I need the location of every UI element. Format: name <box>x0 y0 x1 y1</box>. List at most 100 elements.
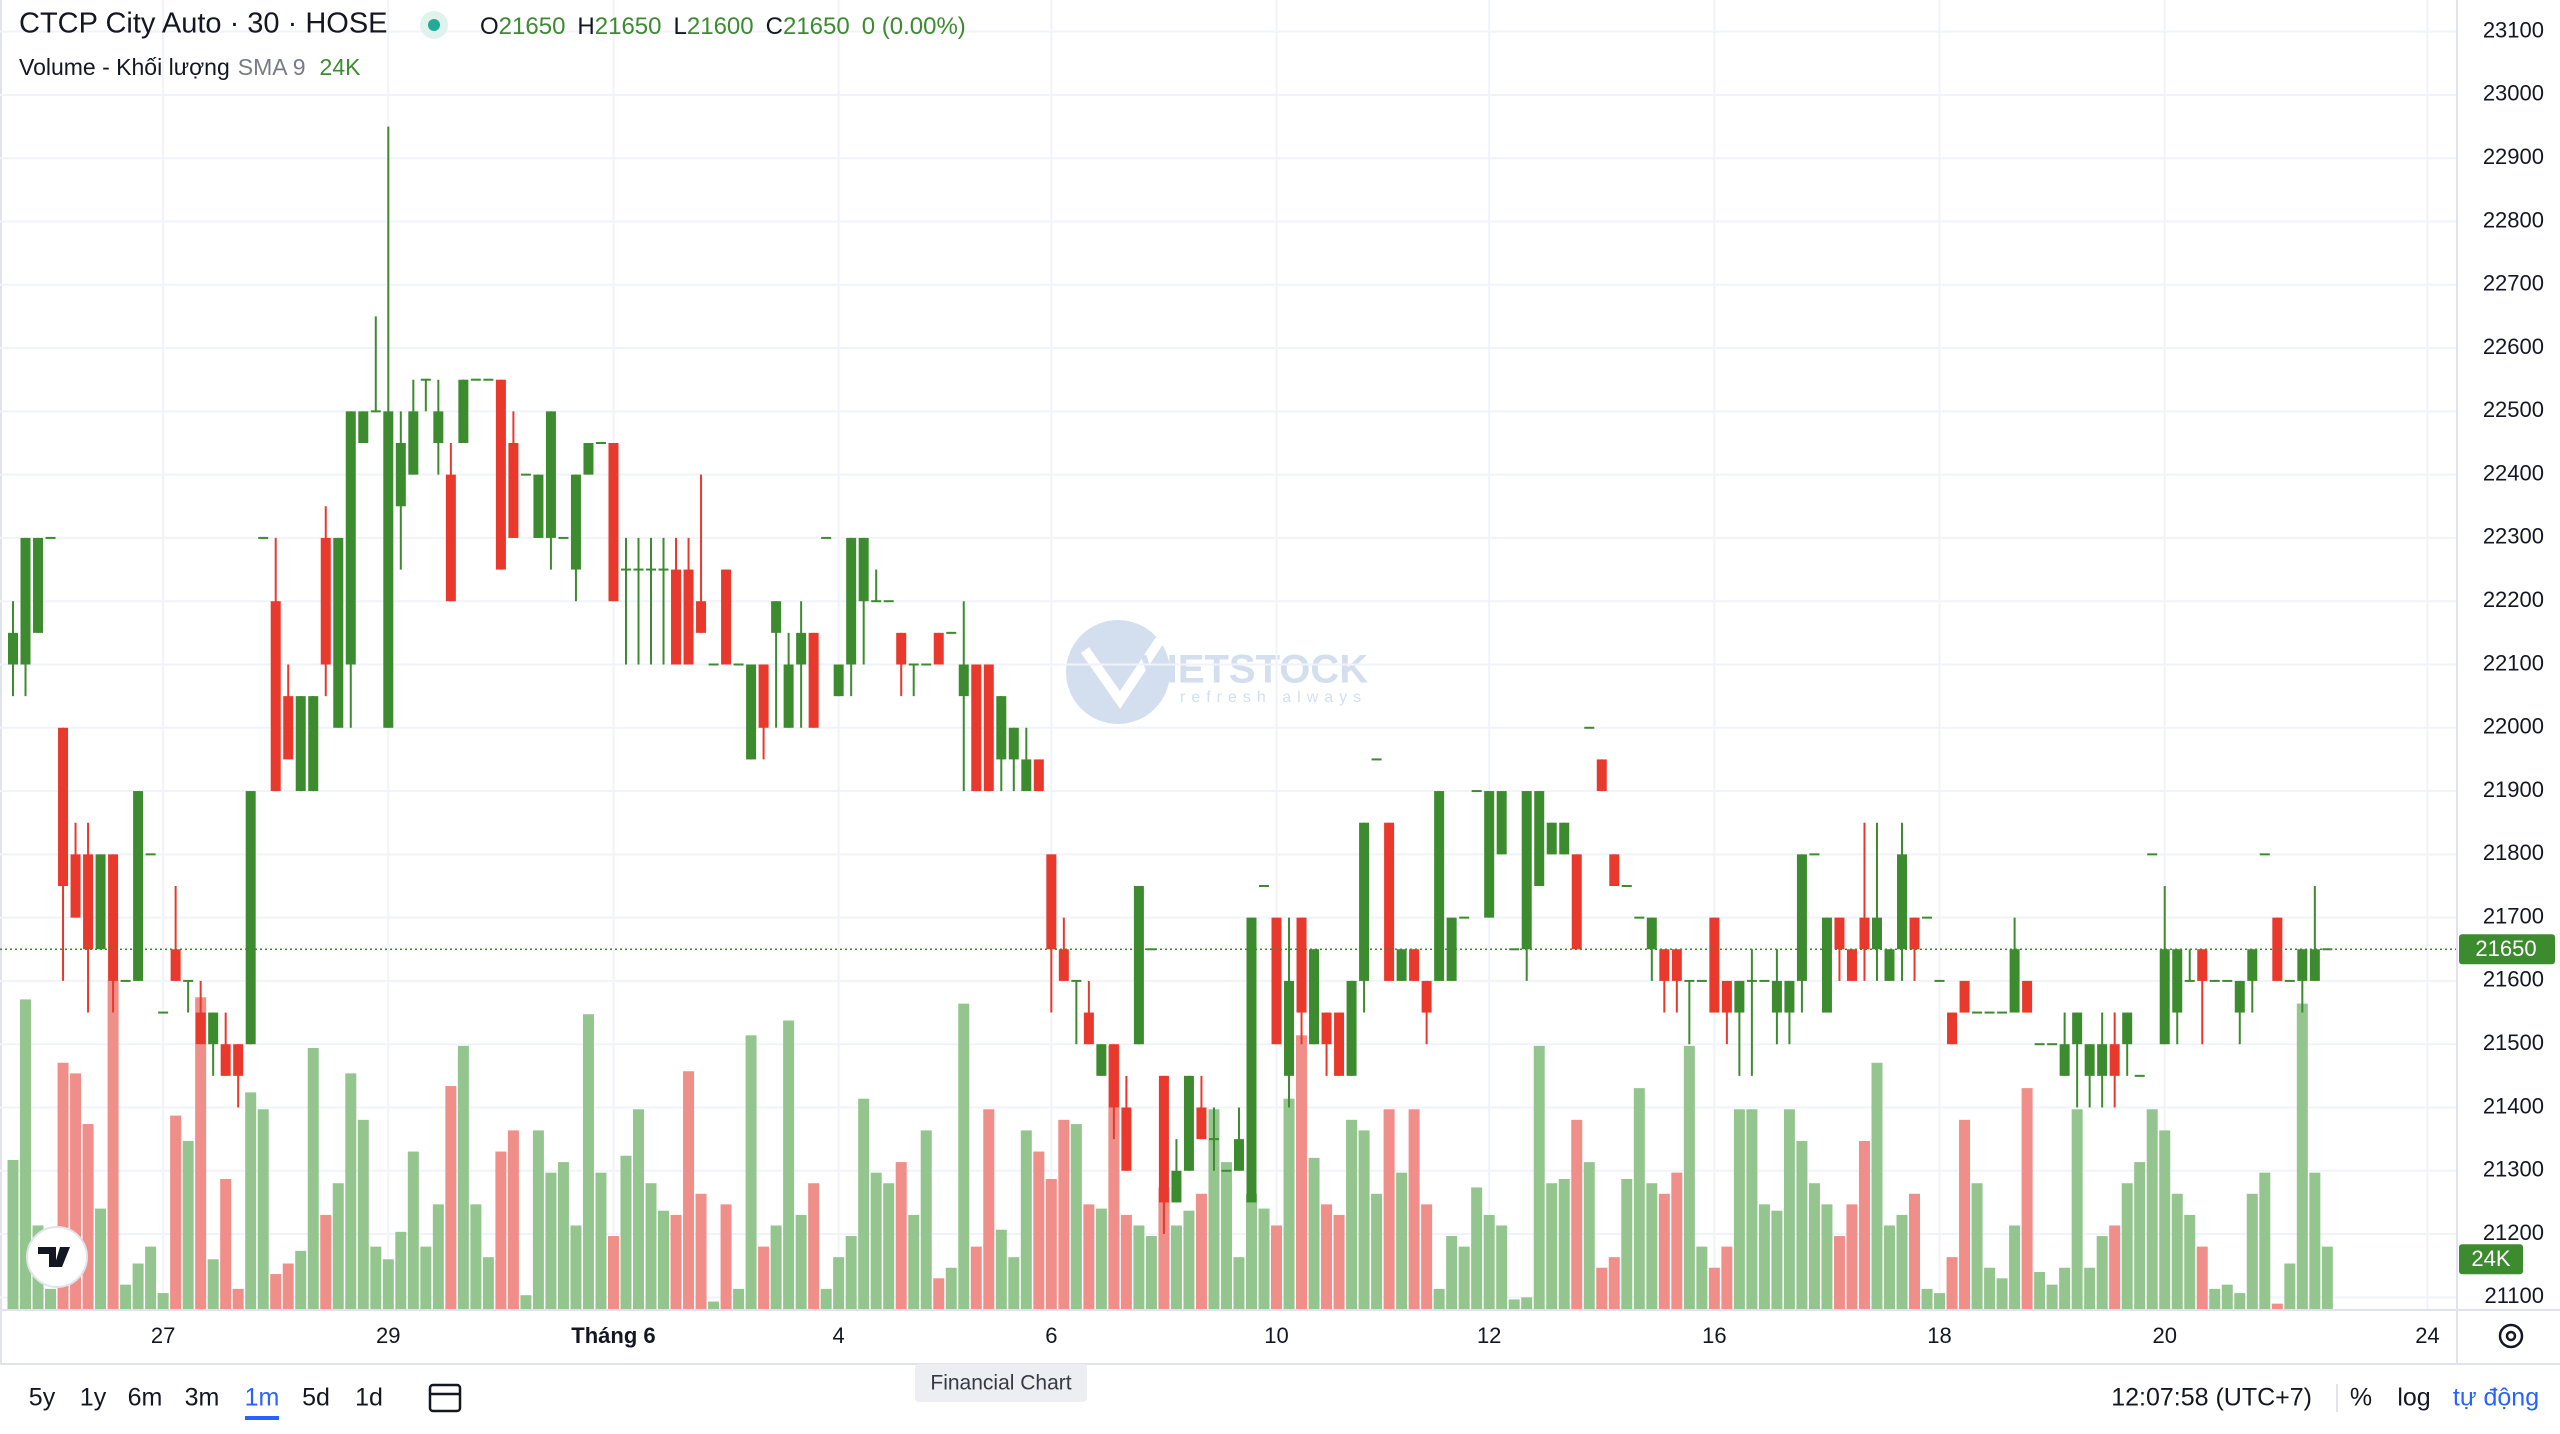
period-button[interactable]: 3m <box>185 1384 220 1412</box>
volume-bar <box>45 1288 57 1310</box>
candle-body <box>1271 917 1282 1045</box>
tradingview-logo[interactable] <box>26 1226 88 1288</box>
candle-body <box>170 949 181 981</box>
volume-bar <box>958 1003 970 1310</box>
volume-bar <box>2046 1284 2058 1310</box>
volume-bar <box>2271 1303 2283 1310</box>
candle-body <box>921 663 932 666</box>
candle-body <box>408 411 419 475</box>
y-tick-label: 23000 <box>2483 81 2544 106</box>
candle-body <box>1596 759 1607 792</box>
candle-body <box>2222 979 2233 982</box>
candle-body <box>1196 1107 1207 1140</box>
candle-body <box>2059 1044 2070 1076</box>
y-tick-label: 21600 <box>2483 967 2544 992</box>
volume-bar <box>2184 1214 2196 1310</box>
volume-bar <box>1884 1225 1895 1310</box>
volume-bar <box>745 1035 757 1310</box>
candle-body <box>1934 979 1945 982</box>
candle-body <box>1684 979 1695 982</box>
candle-body <box>433 411 444 443</box>
volume-bar <box>195 997 207 1310</box>
volume-bar <box>1433 1288 1445 1310</box>
volume-bar <box>1283 1098 1295 1310</box>
candle-body <box>320 537 331 665</box>
chart-title: CTCP City Auto · 30 · HOSE <box>19 8 388 40</box>
volume-bar <box>683 1071 695 1310</box>
volume-bar <box>2021 1088 2033 1310</box>
volume-bar <box>232 1288 244 1310</box>
volume-bar <box>395 1231 407 1310</box>
x-tick-label: 12 <box>1477 1323 1501 1348</box>
volume-bar <box>520 1295 532 1310</box>
scale-option[interactable]: tự động <box>2453 1384 2539 1412</box>
volume-bar <box>570 1225 582 1310</box>
scale-option[interactable]: log <box>2397 1384 2430 1412</box>
date-range-icon[interactable] <box>428 1383 462 1413</box>
period-button[interactable]: 5d <box>302 1384 330 1412</box>
period-button[interactable]: 6m <box>128 1384 163 1412</box>
volume-bar <box>1496 1225 1508 1310</box>
period-button[interactable]: 1d <box>355 1384 383 1412</box>
ohlc-value: 21650 <box>595 13 662 40</box>
volume-bar <box>1858 1140 1870 1310</box>
volume-bar <box>357 1119 369 1310</box>
volume-bar <box>2259 1172 2271 1310</box>
candle-body <box>1021 759 1032 792</box>
candle-body <box>370 410 381 413</box>
y-tick-label: 21700 <box>2483 903 2544 928</box>
volume-bar <box>1095 1208 1107 1310</box>
candle-body <box>1821 917 1832 1013</box>
candle-body <box>245 791 256 1045</box>
volume-bar <box>620 1155 632 1310</box>
candle-body <box>620 568 631 571</box>
x-tick-label: 20 <box>2152 1323 2176 1348</box>
volume-bar <box>107 980 119 1310</box>
volume-bar <box>7 1159 19 1310</box>
candle-body <box>20 537 31 665</box>
candle-body <box>1634 916 1645 919</box>
volume-title: Volume - Khối lượng <box>19 54 230 80</box>
volume-bar <box>1333 1214 1345 1310</box>
period-button[interactable]: 5y <box>29 1384 56 1412</box>
change-value: 0 (0.00%) <box>862 13 966 40</box>
volume-bar <box>182 1140 194 1310</box>
candle-body <box>1659 949 1670 981</box>
x-tick-label: 6 <box>1045 1323 1057 1348</box>
volume-bar <box>307 1048 319 1310</box>
scale-option[interactable]: % <box>2350 1384 2372 1412</box>
candle-body <box>345 411 356 665</box>
candle-body <box>1897 854 1908 950</box>
last-price-label: 21650 <box>2475 936 2536 961</box>
candle-body <box>771 601 782 633</box>
gear[interactable] <box>2498 1323 2524 1349</box>
candle-body <box>908 663 919 666</box>
candle-body <box>1221 1169 1232 1172</box>
ohlc-label: H <box>577 13 594 40</box>
volume-bar <box>95 1208 107 1310</box>
candle-body <box>2047 1043 2058 1046</box>
calendar[interactable] <box>428 1383 462 1413</box>
candle-body <box>958 664 969 697</box>
candle-body <box>646 568 657 571</box>
candle-body <box>83 854 94 950</box>
candle-body <box>1646 917 1657 950</box>
volume-bar <box>1796 1140 1808 1310</box>
volume-bar <box>1133 1225 1145 1310</box>
candle-body <box>45 536 56 539</box>
candle-body <box>871 600 882 603</box>
settings-icon[interactable] <box>2498 1323 2524 1349</box>
y-tick-label: 21100 <box>2484 1283 2544 1308</box>
period-button[interactable]: 1y <box>80 1384 107 1412</box>
candle-body <box>883 600 894 603</box>
candle-body <box>220 1044 231 1076</box>
volume-bar <box>1020 1130 1032 1310</box>
candle-body <box>583 442 594 475</box>
last-price-box <box>2459 934 2555 965</box>
period-button[interactable]: 1m <box>245 1384 280 1412</box>
volume-bar <box>1170 1225 1182 1310</box>
candle-body <box>358 411 369 443</box>
x-tick-label: 24 <box>2415 1323 2439 1348</box>
volume-bar <box>2096 1236 2108 1310</box>
candle-body <box>2122 1012 2133 1045</box>
